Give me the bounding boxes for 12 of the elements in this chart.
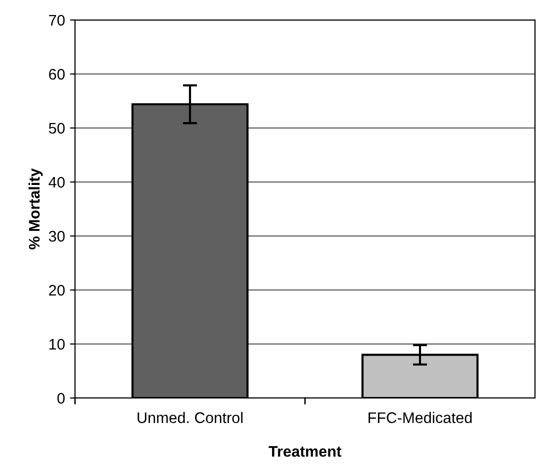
y-tick-label: 30 — [48, 230, 65, 242]
y-tick-label: 70 — [49, 14, 65, 26]
y-tick-label: 40 — [48, 176, 65, 188]
y-tick-label: 10 — [49, 338, 65, 350]
y-tick-label: 50 — [48, 122, 65, 134]
y-tick-label: 60 — [49, 68, 65, 80]
x-tick-label: Unmed. Control — [138, 412, 242, 424]
y-tick-label: 20 — [49, 284, 65, 296]
y-axis-title: % Mortality — [28, 168, 43, 250]
x-tick-label: FFC-Medicated — [368, 412, 472, 424]
y-tick-label: 0 — [57, 392, 65, 404]
x-axis-title: Treatment — [268, 446, 342, 457]
